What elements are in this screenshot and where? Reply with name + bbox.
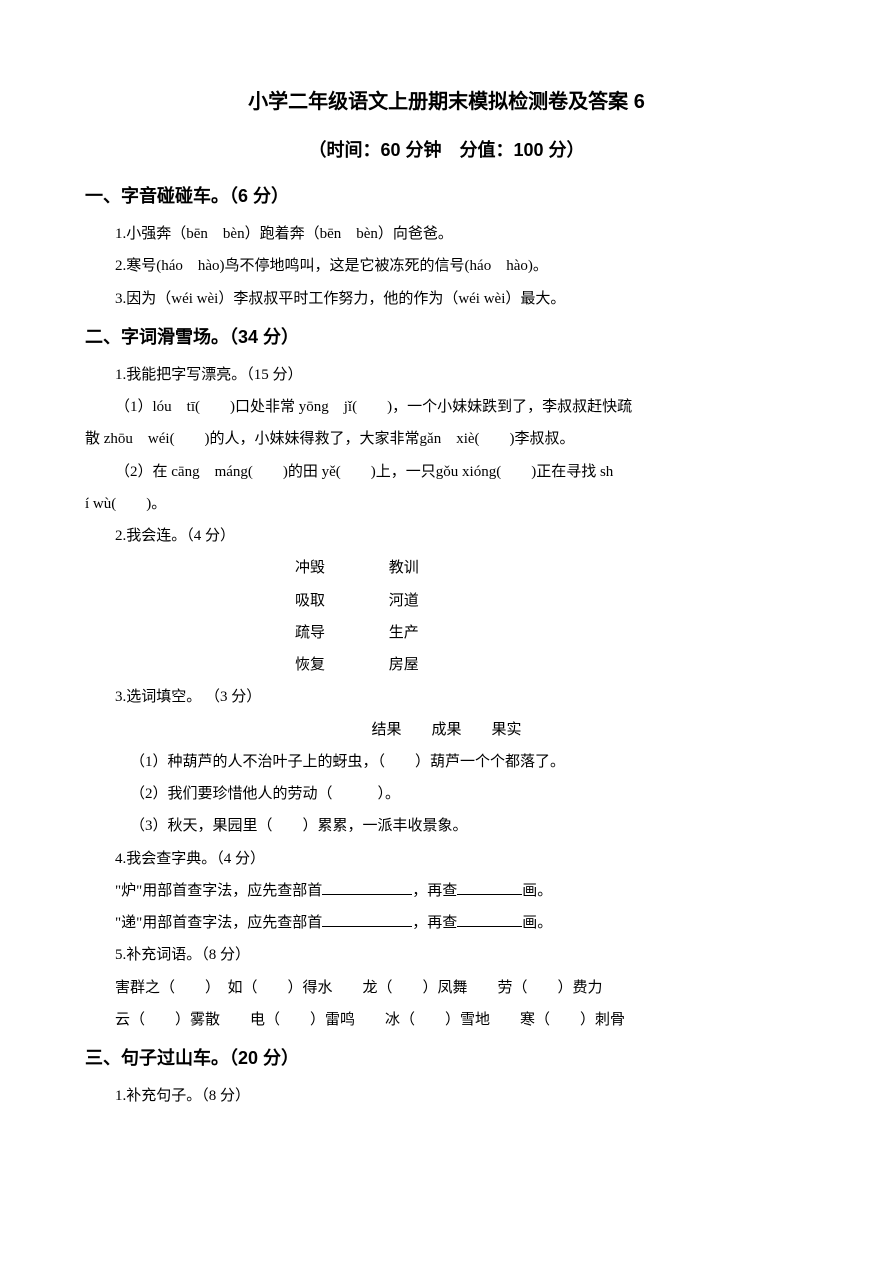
section-2-q4-line1: "炉"用部首查字法，应先查部首 ，再查 画。 bbox=[85, 875, 808, 907]
section-2-q3-options: 结果 成果 果实 bbox=[85, 714, 808, 746]
section-2-q1-line1: （1）lóu tī( )口处非常 yōng jǐ( )，一个小妹妹跌到了，李叔叔… bbox=[85, 391, 808, 423]
section-2-q5-line1: 害群之（ ） 如（ ）得水 龙（ ）凤舞 劳（ ）费力 bbox=[85, 972, 808, 1004]
match-row-2: 吸取 河道 bbox=[85, 585, 808, 617]
section-2-q5-line2: 云（ ）雾散 电（ ）雷鸣 冰（ ）雪地 寒（ ）刺骨 bbox=[85, 1004, 808, 1036]
match-row-3: 疏导 生产 bbox=[85, 617, 808, 649]
blank-underline bbox=[322, 912, 412, 927]
q4-line2-suffix: 画。 bbox=[522, 915, 552, 931]
section-2-q3-s2: （2）我们要珍惜他人的劳动（ ）。 bbox=[85, 778, 808, 810]
blank-underline bbox=[457, 912, 522, 927]
section-2-q4-line2: "递"用部首查字法，应先查部首 ，再查 画。 bbox=[85, 907, 808, 939]
match-right-2: 河道 bbox=[389, 593, 419, 609]
section-2-q1-line3: （2）在 cāng máng( )的田 yě( )上，一只gǒu xióng( … bbox=[85, 456, 808, 488]
match-row-1: 冲毁 教训 bbox=[85, 552, 808, 584]
blank-underline bbox=[457, 880, 522, 895]
section-2-q2-title: 2.我会连。（4 分） bbox=[85, 520, 808, 552]
document-title: 小学二年级语文上册期末模拟检测卷及答案 6 bbox=[85, 85, 808, 114]
blank-underline bbox=[322, 880, 412, 895]
match-left-4: 恢复 bbox=[295, 649, 385, 681]
section-2-q1-line2: 散 zhōu wéi( )的人，小妹妹得救了，大家非常gǎn xiè( )李叔叔… bbox=[85, 423, 808, 455]
section-1-heading: 一、字音碰碰车。（6 分） bbox=[85, 182, 808, 208]
match-right-3: 生产 bbox=[389, 625, 419, 641]
match-left-1: 冲毁 bbox=[295, 552, 385, 584]
q4-line2-prefix: "递"用部首查字法，应先查部首 bbox=[115, 915, 322, 931]
match-left-3: 疏导 bbox=[295, 617, 385, 649]
section-2-heading: 二、字词滑雪场。（34 分） bbox=[85, 323, 808, 349]
section-2-q3-title: 3.选词填空。 （3 分） bbox=[85, 681, 808, 713]
section-2-q4-title: 4.我会查字典。（4 分） bbox=[85, 843, 808, 875]
match-right-4: 房屋 bbox=[389, 657, 419, 673]
q4-line1-mid: ，再查 bbox=[412, 883, 457, 899]
match-left-2: 吸取 bbox=[295, 585, 385, 617]
section-1-q3: 3.因为（wéi wèi）李叔叔平时工作努力，他的作为（wéi wèi）最大。 bbox=[85, 283, 808, 315]
q4-line1-suffix: 画。 bbox=[522, 883, 552, 899]
match-right-1: 教训 bbox=[389, 560, 419, 576]
section-2-q5-title: 5.补充词语。（8 分） bbox=[85, 939, 808, 971]
section-1-q1: 1.小强奔（bēn bèn）跑着奔（bēn bèn）向爸爸。 bbox=[85, 218, 808, 250]
section-1-q2: 2.寒号(háo hào)鸟不停地鸣叫，这是它被冻死的信号(háo hào)。 bbox=[85, 250, 808, 282]
section-3-q1: 1.补充句子。（8 分） bbox=[85, 1080, 808, 1112]
section-2-q3-s1: （1）种葫芦的人不治叶子上的蚜虫，（ ）葫芦一个个都落了。 bbox=[85, 746, 808, 778]
section-2-q3-s3: （3）秋天，果园里（ ）累累，一派丰收景象。 bbox=[85, 810, 808, 842]
match-row-4: 恢复 房屋 bbox=[85, 649, 808, 681]
section-2-q1-line4: í wù( )。 bbox=[85, 488, 808, 520]
document-subtitle: （时间：60 分钟 分值：100 分） bbox=[85, 136, 808, 162]
q4-line2-mid: ，再查 bbox=[412, 915, 457, 931]
section-3-heading: 三、句子过山车。（20 分） bbox=[85, 1044, 808, 1070]
section-2-q1-title: 1.我能把字写漂亮。（15 分） bbox=[85, 359, 808, 391]
q4-line1-prefix: "炉"用部首查字法，应先查部首 bbox=[115, 883, 322, 899]
